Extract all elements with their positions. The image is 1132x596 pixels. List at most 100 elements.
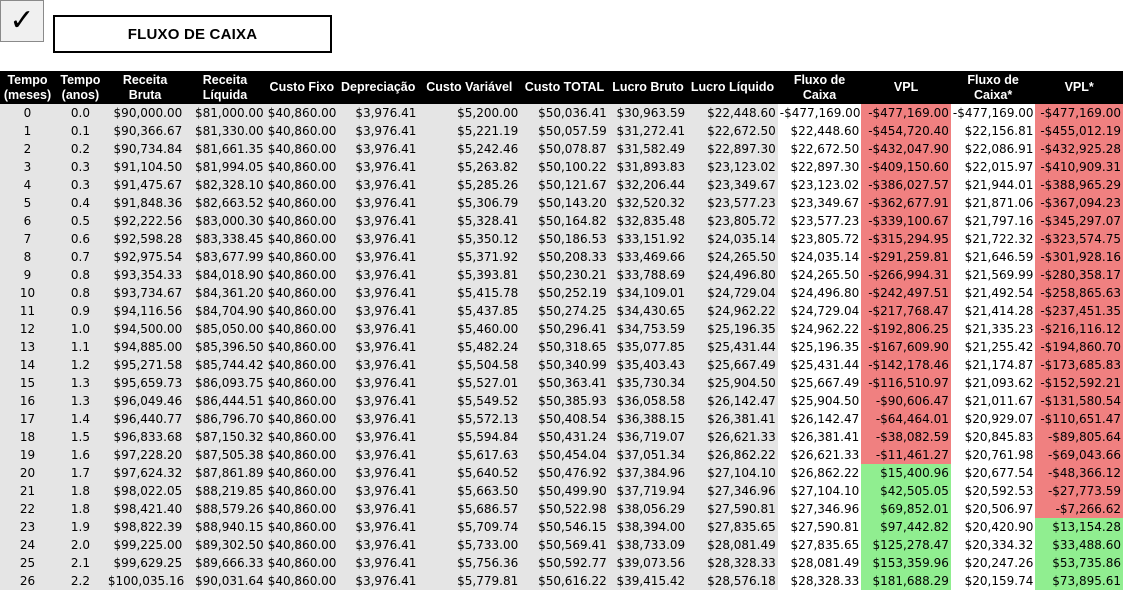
col-custo-fixo-cell[interactable]: $40,860.00 bbox=[265, 158, 338, 176]
col-receita-bruta-cell[interactable]: $98,421.40 bbox=[105, 500, 185, 518]
col-depreciacao-cell[interactable]: $3,976.41 bbox=[337, 464, 419, 482]
col-custo-fixo-cell[interactable]: $40,860.00 bbox=[265, 266, 338, 284]
col-custo-fixo-cell[interactable]: $40,860.00 bbox=[265, 320, 338, 338]
col-vpl-star-cell[interactable]: -$89,805.64 bbox=[1035, 428, 1123, 446]
col-tempo-anos-cell[interactable]: 0.2 bbox=[54, 140, 106, 158]
col-vpl-star-cell[interactable]: -$455,012.19 bbox=[1035, 122, 1123, 140]
col-receita-bruta-cell[interactable]: $92,598.28 bbox=[105, 230, 185, 248]
col-custo-variavel-cell[interactable]: $5,221.19 bbox=[418, 122, 521, 140]
col-lucro-bruto-cell[interactable]: $36,388.15 bbox=[608, 410, 688, 428]
col-custo-variavel-cell[interactable]: $5,306.79 bbox=[418, 194, 521, 212]
col-custo-total-cell[interactable]: $50,385.93 bbox=[520, 392, 609, 410]
col-vpl-cell[interactable]: $181,688.29 bbox=[861, 572, 951, 590]
col-lucro-liquido-cell[interactable]: $24,729.04 bbox=[687, 284, 778, 302]
col-receita-liquida-cell[interactable]: $81,994.05 bbox=[184, 158, 266, 176]
col-receita-bruta-cell[interactable]: $99,629.25 bbox=[105, 554, 185, 572]
col-custo-fixo-cell[interactable]: $40,860.00 bbox=[265, 518, 338, 536]
col-tempo-anos-cell[interactable]: 1.5 bbox=[54, 428, 106, 446]
col-tempo-anos-cell[interactable]: 0.7 bbox=[54, 248, 106, 266]
col-tempo-anos-cell[interactable]: 1.1 bbox=[54, 338, 106, 356]
col-lucro-bruto-cell[interactable]: $34,430.65 bbox=[608, 302, 688, 320]
col-tempo-meses-cell[interactable]: 11 bbox=[0, 302, 55, 320]
col-vpl-cell[interactable]: $97,442.82 bbox=[861, 518, 951, 536]
col-fluxo-caixa-cell[interactable]: -$477,169.00 bbox=[777, 104, 862, 122]
col-custo-fixo-cell[interactable]: $40,860.00 bbox=[265, 392, 338, 410]
col-fluxo-caixa-cell[interactable]: $23,577.23 bbox=[777, 212, 862, 230]
col-fluxo-caixa-cell[interactable]: $24,496.80 bbox=[777, 284, 862, 302]
col-custo-fixo-cell[interactable]: $40,860.00 bbox=[265, 212, 338, 230]
col-lucro-liquido-cell[interactable]: $26,381.41 bbox=[687, 410, 778, 428]
col-tempo-anos-cell[interactable]: 0.8 bbox=[54, 266, 106, 284]
col-depreciacao-cell[interactable]: $3,976.41 bbox=[337, 518, 419, 536]
col-tempo-meses-cell[interactable]: 9 bbox=[0, 266, 55, 284]
col-vpl-star-cell[interactable]: -$258,865.63 bbox=[1035, 284, 1123, 302]
col-lucro-bruto-cell[interactable]: $38,394.00 bbox=[608, 518, 688, 536]
col-vpl-star-cell[interactable]: -$48,366.12 bbox=[1035, 464, 1123, 482]
col-receita-liquida-cell[interactable]: $88,940.15 bbox=[184, 518, 266, 536]
col-lucro-bruto-cell[interactable]: $31,893.83 bbox=[608, 158, 688, 176]
col-lucro-bruto-cell[interactable]: $36,719.07 bbox=[608, 428, 688, 446]
col-depreciacao-cell[interactable]: $3,976.41 bbox=[337, 536, 419, 554]
col-vpl-cell[interactable]: -$192,806.25 bbox=[861, 320, 951, 338]
col-vpl-cell[interactable]: -$64,464.01 bbox=[861, 410, 951, 428]
col-custo-total-cell[interactable]: $50,569.41 bbox=[520, 536, 609, 554]
col-receita-liquida-cell[interactable]: $88,219.85 bbox=[184, 482, 266, 500]
col-receita-liquida-cell[interactable]: $84,704.90 bbox=[184, 302, 266, 320]
col-lucro-liquido-cell[interactable]: $25,196.35 bbox=[687, 320, 778, 338]
col-fluxo-caixa-cell[interactable]: $26,381.41 bbox=[777, 428, 862, 446]
col-tempo-meses-cell[interactable]: 18 bbox=[0, 428, 55, 446]
col-custo-total-cell[interactable]: $50,616.22 bbox=[520, 572, 609, 590]
col-custo-fixo-cell[interactable]: $40,860.00 bbox=[265, 572, 338, 590]
col-fluxo-caixa-star-cell[interactable]: $21,174.87 bbox=[950, 356, 1036, 374]
col-vpl-star-cell[interactable]: -$194,860.70 bbox=[1035, 338, 1123, 356]
col-receita-liquida-cell[interactable]: $83,338.45 bbox=[184, 230, 266, 248]
col-tempo-meses-cell[interactable]: 16 bbox=[0, 392, 55, 410]
col-custo-total-cell[interactable]: $50,208.33 bbox=[520, 248, 609, 266]
col-lucro-liquido-cell[interactable]: $24,035.14 bbox=[687, 230, 778, 248]
col-fluxo-caixa-star-cell[interactable]: $21,335.23 bbox=[950, 320, 1036, 338]
col-receita-liquida-cell[interactable]: $86,093.75 bbox=[184, 374, 266, 392]
col-receita-liquida-cell[interactable]: $85,396.50 bbox=[184, 338, 266, 356]
col-fluxo-caixa-cell[interactable]: $27,590.81 bbox=[777, 518, 862, 536]
col-depreciacao-cell[interactable]: $3,976.41 bbox=[337, 374, 419, 392]
col-fluxo-caixa-star-cell[interactable]: $20,677.54 bbox=[950, 464, 1036, 482]
col-depreciacao-cell[interactable]: $3,976.41 bbox=[337, 500, 419, 518]
col-vpl-cell[interactable]: -$409,150.60 bbox=[861, 158, 951, 176]
col-fluxo-caixa-cell[interactable]: $24,962.22 bbox=[777, 320, 862, 338]
col-fluxo-caixa-star-cell[interactable]: $21,569.99 bbox=[950, 266, 1036, 284]
col-receita-liquida-cell[interactable]: $81,330.00 bbox=[184, 122, 266, 140]
col-tempo-anos-cell[interactable]: 0.1 bbox=[54, 122, 106, 140]
col-tempo-anos-cell[interactable]: 0.5 bbox=[54, 212, 106, 230]
col-fluxo-caixa-cell[interactable]: $27,346.96 bbox=[777, 500, 862, 518]
col-lucro-liquido-cell[interactable]: $25,431.44 bbox=[687, 338, 778, 356]
col-tempo-anos-cell[interactable]: 1.9 bbox=[54, 518, 106, 536]
col-fluxo-caixa-star-cell[interactable]: $21,646.59 bbox=[950, 248, 1036, 266]
col-custo-total-cell[interactable]: $50,340.99 bbox=[520, 356, 609, 374]
col-custo-variavel-cell[interactable]: $5,263.82 bbox=[418, 158, 521, 176]
col-fluxo-caixa-cell[interactable]: $26,621.33 bbox=[777, 446, 862, 464]
col-fluxo-caixa-cell[interactable]: $22,448.60 bbox=[777, 122, 862, 140]
col-receita-bruta-cell[interactable]: $94,500.00 bbox=[105, 320, 185, 338]
col-receita-bruta-cell[interactable]: $94,885.00 bbox=[105, 338, 185, 356]
col-custo-fixo-cell[interactable]: $40,860.00 bbox=[265, 284, 338, 302]
col-tempo-meses-cell[interactable]: 26 bbox=[0, 572, 55, 590]
col-lucro-bruto-cell[interactable]: $35,403.43 bbox=[608, 356, 688, 374]
col-lucro-liquido-cell[interactable]: $28,576.18 bbox=[687, 572, 778, 590]
col-receita-liquida-cell[interactable]: $87,505.38 bbox=[184, 446, 266, 464]
col-receita-liquida-cell[interactable]: $84,361.20 bbox=[184, 284, 266, 302]
col-lucro-bruto-cell[interactable]: $35,077.85 bbox=[608, 338, 688, 356]
col-receita-bruta-cell[interactable]: $97,624.32 bbox=[105, 464, 185, 482]
col-vpl-cell[interactable]: -$90,606.47 bbox=[861, 392, 951, 410]
col-fluxo-caixa-star-cell[interactable]: $20,159.74 bbox=[950, 572, 1036, 590]
col-custo-fixo-cell[interactable]: $40,860.00 bbox=[265, 104, 338, 122]
col-custo-variavel-cell[interactable]: $5,756.36 bbox=[418, 554, 521, 572]
col-receita-liquida-cell[interactable]: $88,579.26 bbox=[184, 500, 266, 518]
col-depreciacao-cell[interactable]: $3,976.41 bbox=[337, 356, 419, 374]
col-custo-fixo-cell[interactable]: $40,860.00 bbox=[265, 338, 338, 356]
col-tempo-meses-cell[interactable]: 14 bbox=[0, 356, 55, 374]
col-custo-variavel-cell[interactable]: $5,350.12 bbox=[418, 230, 521, 248]
col-tempo-anos-cell[interactable]: 2.1 bbox=[54, 554, 106, 572]
col-custo-total-cell[interactable]: $50,036.41 bbox=[520, 104, 609, 122]
col-custo-fixo-cell[interactable]: $40,860.00 bbox=[265, 230, 338, 248]
col-fluxo-caixa-star-cell[interactable]: $21,871.06 bbox=[950, 194, 1036, 212]
